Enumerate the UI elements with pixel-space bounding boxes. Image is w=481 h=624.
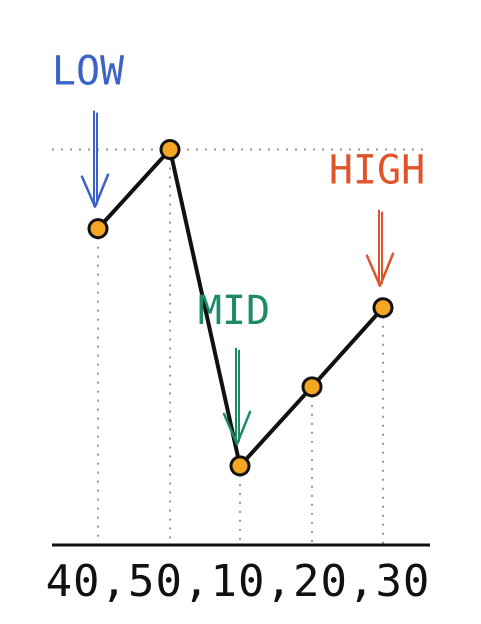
- annotation-label-high: HIGH: [329, 148, 425, 194]
- annotation-label-low: LOW: [52, 49, 125, 95]
- data-point-1: [159, 139, 181, 161]
- annotation-arrow-mid: [222, 347, 252, 446]
- data-point-2: [229, 455, 251, 477]
- data-markers: [87, 139, 394, 477]
- data-point-0: [87, 218, 109, 240]
- vertical-guides: [97, 149, 384, 545]
- annotation-arrow-low: [80, 110, 110, 208]
- data-point-3: [301, 376, 323, 398]
- annotation-arrow-high: [365, 209, 395, 287]
- annotations: LOW MID HIGH: [52, 49, 425, 446]
- data-point-4: [372, 297, 394, 319]
- x-tick-labels: 40,50,10,20,30: [46, 556, 431, 607]
- annotation-label-mid: MID: [198, 288, 270, 334]
